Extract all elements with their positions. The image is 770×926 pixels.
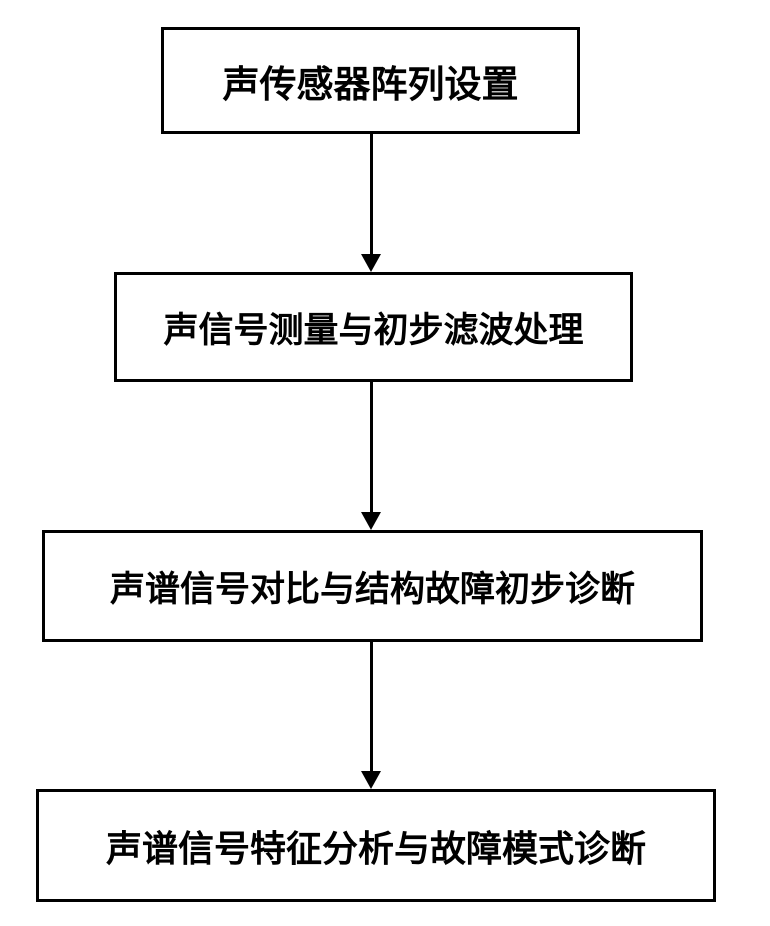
flow-node-4: 声谱信号特征分析与故障模式诊断 [36, 789, 716, 902]
arrow-3-head [361, 771, 381, 789]
arrow-1-head [361, 254, 381, 272]
arrow-3-line [370, 642, 373, 773]
arrow-2-head [361, 512, 381, 530]
flowchart-container: 声传感器阵列设置 声信号测量与初步滤波处理 声谱信号对比与结构故障初步诊断 声谱… [0, 0, 770, 926]
flow-node-1: 声传感器阵列设置 [161, 27, 580, 134]
flow-node-4-label: 声谱信号特征分析与故障模式诊断 [106, 820, 646, 872]
flow-node-2: 声信号测量与初步滤波处理 [114, 272, 633, 382]
arrow-2-line [370, 382, 373, 514]
arrow-1-line [370, 134, 373, 256]
flow-node-3-label: 声谱信号对比与结构故障初步诊断 [110, 561, 635, 612]
flow-node-3: 声谱信号对比与结构故障初步诊断 [42, 530, 703, 642]
flow-node-2-label: 声信号测量与初步滤波处理 [163, 302, 583, 353]
flow-node-1-label: 声传感器阵列设置 [223, 54, 519, 108]
